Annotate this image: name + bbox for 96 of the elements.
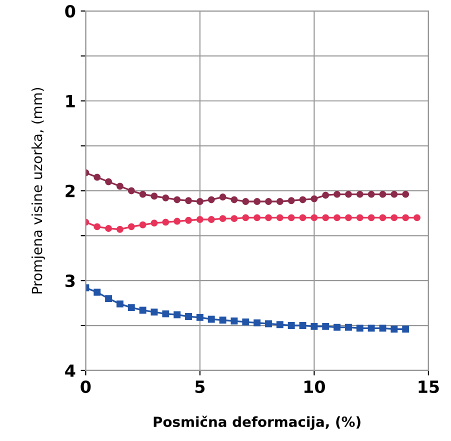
point [116,182,124,190]
point [162,218,170,226]
point [150,308,158,316]
point [402,190,410,198]
point [368,324,375,332]
point [345,324,352,331]
point [254,214,261,222]
point [265,214,272,222]
point [94,223,101,230]
point [116,300,124,308]
point [368,214,375,222]
point [185,216,192,224]
point [254,319,261,326]
point [310,322,318,330]
point [219,215,226,222]
y-tick-label: 2 [66,184,75,198]
point [402,214,410,222]
point [196,314,204,321]
point [390,214,398,222]
point [265,198,272,205]
x-axis-title: Posmična deformacija, (%) [154,416,360,430]
point [128,304,135,312]
x-tick-label: 5 [195,380,205,394]
point [322,192,330,199]
point [322,322,330,330]
point [276,198,284,205]
point [379,190,386,198]
point [379,214,386,222]
point [219,316,226,324]
point [94,288,101,296]
x-tick-label: 10 [304,380,325,394]
point [230,215,238,222]
point [299,322,306,329]
point [150,192,158,200]
point [162,194,170,202]
y-tick-label: 1 [66,95,75,108]
point [230,318,238,324]
point [208,216,215,223]
point [185,197,192,204]
y-tick-label: 3 [65,274,75,288]
point [345,190,352,198]
x-tick-label: 15 [418,380,439,394]
point [128,187,135,194]
point [105,178,112,186]
point [345,214,352,222]
point [208,196,215,204]
point [230,196,238,204]
point [288,214,295,222]
point [105,295,112,302]
point [139,306,146,314]
point [356,190,364,198]
point [310,214,318,222]
point [334,214,341,222]
point [219,194,226,200]
point [379,324,386,332]
x-tick-label: 0 [80,380,91,394]
point [242,198,250,205]
y-axis-title: Promjena visine uzorka, (mm) [31,88,45,294]
point [174,196,181,204]
point [288,197,295,204]
point [334,190,341,198]
point [288,322,295,329]
point [356,324,364,332]
point [139,190,146,198]
point [196,198,204,205]
point [105,225,112,232]
point [208,316,215,323]
point [390,190,398,198]
point [242,214,250,222]
point [322,214,330,222]
point [414,214,420,222]
point [254,198,261,205]
point [276,214,284,222]
point [162,310,170,318]
point [94,174,101,181]
point [150,220,158,227]
point [299,214,306,222]
point [242,318,250,326]
y-tick-label: 0 [65,4,76,18]
point [368,190,375,198]
point [196,216,204,223]
point [390,326,398,333]
point [128,223,135,230]
point [299,196,306,204]
point [174,311,181,318]
point [356,214,364,222]
point [402,326,410,333]
point [276,321,284,328]
point [116,226,124,233]
point [265,320,272,328]
point [139,221,146,228]
point [174,218,181,225]
y-tick-label: 4 [65,364,76,377]
point [334,324,341,331]
point [185,313,192,320]
point [310,195,318,202]
